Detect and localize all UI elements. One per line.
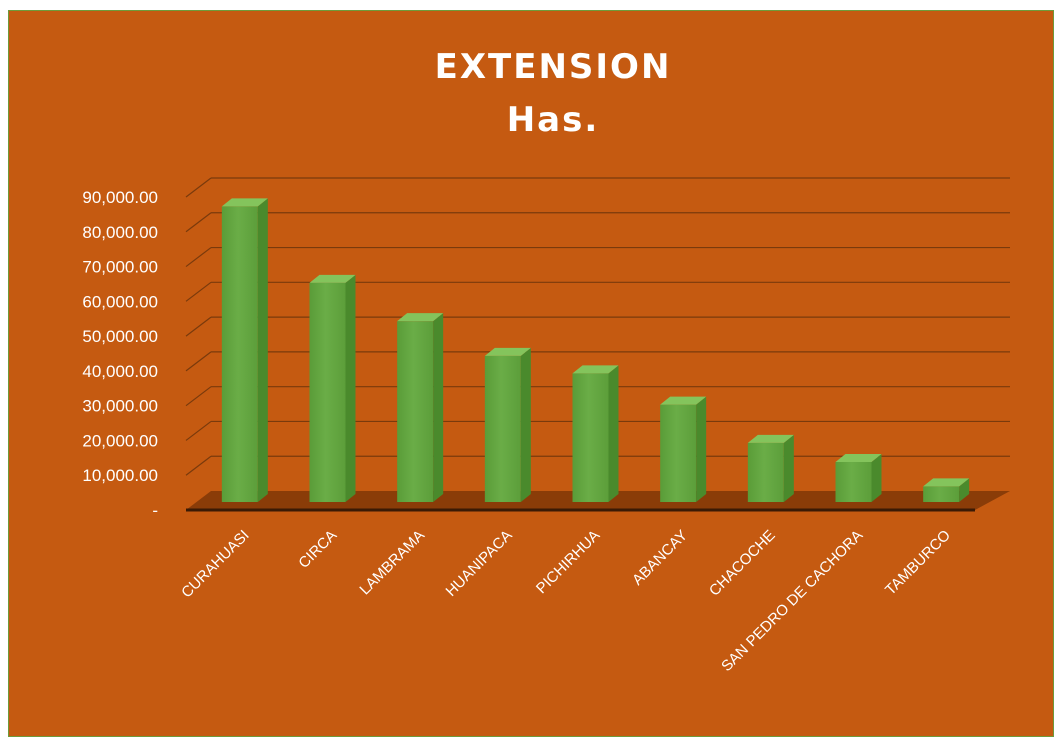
bar-top (397, 313, 444, 322)
bar (484, 347, 531, 502)
y-tick-label: 60,000.00 (82, 292, 158, 311)
x-tick-label: LAMBRAMA (356, 527, 428, 599)
bar-top (835, 454, 882, 463)
bar-front (221, 206, 258, 502)
x-axis-labels: CURAHUASI CIRCA LAMBRAMA HUANIPACA PICHIRHUA… (178, 527, 954, 675)
x-tick-label: CHACOCHE (706, 527, 779, 600)
gridline-diagonal (185, 386, 212, 407)
bar-top (221, 198, 268, 207)
chart-title: EXTENSION (435, 47, 672, 87)
bar-side (959, 478, 970, 502)
bar (309, 274, 356, 502)
bar-top (747, 434, 794, 443)
bar-side (871, 454, 882, 502)
bar-front (660, 404, 697, 502)
gridline-diagonal (185, 351, 212, 372)
gridline-diagonal (185, 455, 212, 476)
bar-side (608, 365, 619, 502)
x-tick-label: TAMBURCO (882, 527, 954, 599)
bar (747, 434, 794, 502)
y-tick-label: 40,000.00 (82, 362, 158, 381)
y-tick-label: 10,000.00 (82, 466, 158, 485)
y-tick-label: 90,000.00 (82, 188, 158, 207)
bar-front (923, 486, 960, 502)
y-tick-label: 30,000.00 (82, 397, 158, 416)
bar-side (433, 313, 444, 502)
y-tick-label: - (152, 501, 158, 520)
chart-subtitle: Has. (507, 100, 600, 140)
bar-top (572, 365, 619, 374)
bar-front (835, 462, 872, 502)
gridline-diagonal (185, 247, 212, 268)
bar-side (345, 274, 356, 502)
bar-top (660, 396, 707, 405)
x-tick-label: HUANIPACA (443, 527, 516, 600)
x-tick-label: SAN PEDRO DE CACHORA (718, 527, 866, 675)
bar-front (572, 373, 609, 502)
bar-top (309, 274, 356, 283)
bar-front (309, 282, 346, 502)
y-tick-label: 80,000.00 (82, 223, 158, 242)
bar (572, 365, 619, 502)
bar (835, 454, 882, 502)
gridline-diagonal (185, 212, 212, 233)
bar (660, 396, 707, 502)
gridline-diagonal (185, 420, 212, 441)
x-tick-label: PICHIRHUA (533, 527, 603, 597)
x-tick-label: ABANCAY (629, 527, 691, 589)
gridline-diagonal (185, 281, 212, 302)
gridline-diagonal (185, 177, 212, 198)
gridline-diagonal (185, 316, 212, 337)
y-tick-label: 50,000.00 (82, 327, 158, 346)
bar (923, 478, 970, 502)
bar-side (696, 396, 707, 502)
bar (397, 313, 444, 502)
bars (221, 198, 970, 502)
bar-side (520, 347, 531, 502)
bar-front (484, 355, 521, 502)
bar-top (923, 478, 970, 487)
chart-area (8, 10, 1054, 737)
bar-side (257, 198, 268, 502)
bar-front (397, 321, 434, 502)
bar-top (484, 347, 531, 356)
x-tick-label: CURAHUASI (178, 527, 253, 602)
y-axis-ticks: - 10,000.00 20,000.00 30,000.00 40,000.00 50,… (82, 188, 158, 520)
bar-side (783, 434, 794, 502)
y-tick-label: 20,000.00 (82, 431, 158, 450)
bar (221, 198, 268, 502)
x-tick-label: CIRCA (295, 527, 340, 572)
y-tick-label: 70,000.00 (82, 258, 158, 277)
bar-front (747, 442, 784, 502)
